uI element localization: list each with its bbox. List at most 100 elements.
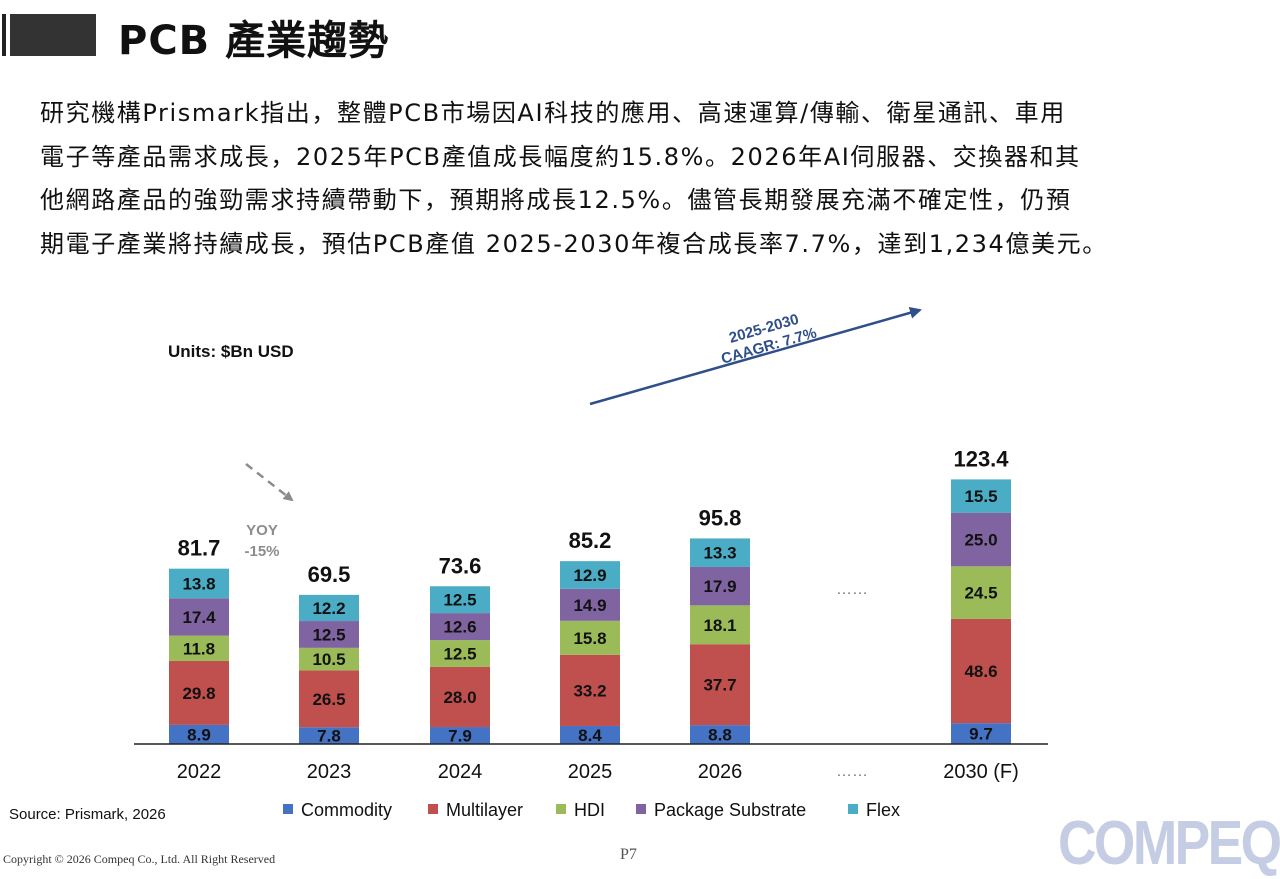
bar-segment-commodity [299,727,359,744]
bar-segment-hdi [430,640,490,667]
company-logo: COMPEQ [1058,809,1280,878]
gap-ellipsis: …… [836,581,868,598]
segment-value-label: 15.8 [573,629,606,648]
segment-value-label: 29.8 [182,684,215,703]
segment-value-label: 28.0 [443,688,476,707]
segment-value-label: 8.9 [187,725,211,744]
bar-segment-commodity [690,725,750,744]
segment-value-label: 11.8 [183,639,215,658]
title-decoration [0,14,98,56]
bar-total-label: 95.8 [699,505,742,530]
segment-value-label: 37.7 [703,676,736,695]
segment-value-label: 33.2 [573,681,606,700]
bar-segment-package-substrate [430,613,490,641]
bar-segment-hdi [951,566,1011,619]
page-title: PCB 產業趨勢 [118,18,390,64]
bar-segment-multilayer [299,670,359,728]
bar-segment-hdi [560,620,620,655]
bar-segment-flex [951,479,1011,513]
bar-segment-package-substrate [299,621,359,648]
bar-segment-hdi [299,647,359,671]
bar-total-label: 81.7 [178,536,221,561]
segment-value-label: 7.9 [448,727,472,746]
bar-segment-flex [299,594,359,622]
bar-segment-hdi [169,635,229,661]
bars-layer: 8.9 29.8 11.8 17.4 13.8 81.7 7.8 26.5 10.5 12.5 12… [169,446,1011,746]
intro-line: 研究機構Prismark指出，整體PCB市場因AI科技的應用、高速運算/傳輸、衛… [40,99,1066,127]
segment-value-label: 10.5 [312,650,345,669]
legend-swatch-multilayer [428,804,438,814]
segment-value-label: 13.3 [703,544,736,563]
bar-segment-commodity [951,723,1011,744]
segment-value-label: 8.4 [578,726,602,745]
segment-value-label: 48.6 [964,662,997,681]
legend-label: Package Substrate [654,800,806,820]
bar-total-label: 123.4 [953,446,1009,471]
intro-line: 期電子產業將持續成長，預估PCB產值 2025-2030年複合成長率7.7%，達… [40,229,1108,258]
segment-value-label: 17.9 [703,577,736,596]
segment-value-label: 26.5 [312,690,345,709]
cagr-annotation: 2025-2030 CAAGR: 7.7% [719,311,818,368]
x-tick-label: 2030 (F) [943,761,1019,783]
segment-value-label: 17.4 [182,608,216,627]
copyright: Copyright © 2026 Compeq Co., Ltd. All Ri… [3,852,276,866]
pcb-market-chart: Units: $Bn USD 8.9 29.8 11.8 17.4 13.8 81.7 7.… [134,306,1048,820]
segment-value-label: 9.7 [969,725,993,744]
bar-segment-package-substrate [169,598,229,636]
bar-segment-commodity [430,727,490,744]
x-tick-label: 2026 [698,761,743,783]
bar-total-label: 69.5 [308,562,351,587]
segment-value-label: 12.9 [573,566,606,585]
legend-swatch-hdi [556,804,566,814]
segment-value-label: 12.5 [312,625,345,644]
legend-label: Commodity [301,800,392,820]
x-axis-labels: 2022 2023 2024 2025 2026 2030 (F) [177,761,1019,783]
bar-segment-flex [430,586,490,614]
legend-swatch-commodity [283,804,293,814]
legend-label: Multilayer [446,800,523,820]
segment-value-label: 12.2 [312,599,345,618]
bar-segment-multilayer [430,666,490,728]
yoy-label: YOY [246,522,278,539]
segment-value-label: 25.0 [964,530,997,549]
bar-segment-multilayer [690,644,750,726]
intro-line: 他網路產品的強勁需求持續帶動下，預期將成長12.5%。儘管長期發展充滿不確定性，… [40,186,1072,214]
intro-line: 電子等產品需求成長，2025年PCB產值成長幅度約15.8%。2026年AI伺服… [40,142,1081,171]
bar-segment-package-substrate [690,566,750,606]
yoy-value: -15% [244,543,279,560]
segment-value-label: 15.5 [964,487,997,506]
x-tick-label: 2025 [568,761,613,783]
bar-segment-commodity [560,725,620,744]
bar-segment-multilayer [560,654,620,726]
intro-paragraph: 研究機構Prismark指出，整體PCB市場因AI科技的應用、高速運算/傳輸、衛… [40,92,1250,266]
x-tick-label: 2024 [438,761,483,783]
bar-segment-multilayer [169,660,229,725]
page-number: P7 [620,846,637,863]
segment-value-label: 13.8 [182,574,215,593]
bar-segment-flex [690,538,750,567]
gap-ellipsis-axis: …… [836,763,868,780]
legend-swatch-package-substrate [636,804,646,814]
segment-value-label: 18.1 [703,616,736,635]
yoy-arrow [245,463,294,502]
bar-segment-flex [560,561,620,589]
bar-segment-package-substrate [951,512,1011,567]
segment-value-label: 7.8 [317,727,341,746]
legend-label: Flex [866,800,900,820]
bar-total-label: 73.6 [439,553,482,578]
cagr-arrow [589,306,922,406]
legend-swatch-flex [848,804,858,814]
segment-value-label: 24.5 [964,584,997,603]
x-tick-label: 2022 [177,761,222,783]
bar-total-label: 85.2 [569,528,612,553]
bar-segment-flex [169,568,229,599]
bar-segment-commodity [169,724,229,744]
bar-segment-multilayer [951,618,1011,724]
bar-segment-package-substrate [560,588,620,621]
units-label: Units: $Bn USD [168,342,294,361]
bar-segment-hdi [690,605,750,645]
source-note: Source: Prismark, 2026 [9,806,166,823]
legend: Commodity Multilayer HDI Package Substrate F… [283,800,900,820]
legend-label: HDI [574,800,605,820]
segment-value-label: 8.8 [708,726,732,745]
